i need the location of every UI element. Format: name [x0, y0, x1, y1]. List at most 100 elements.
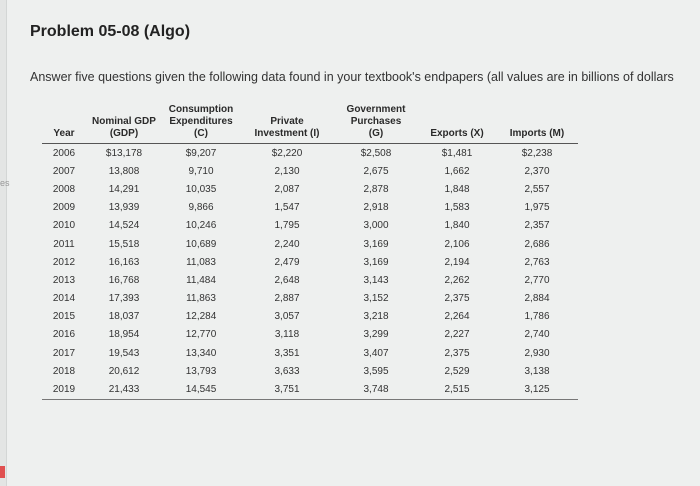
cell-year: 2012 — [52, 256, 76, 268]
cell-year: 2019 — [52, 384, 76, 396]
cell-government: $2,508 — [360, 147, 392, 159]
table-row: 2007 13,808 9,710 2,130 2,675 1,662 2,370 — [42, 162, 578, 180]
left-panel-edge — [0, 0, 7, 486]
cell-exports: 2,515 — [444, 384, 470, 396]
cell-exports: 2,375 — [444, 347, 470, 359]
cell-year: 2017 — [52, 347, 76, 359]
table-row: 2008 14,291 10,035 2,087 2,878 1,848 2,557 — [42, 180, 578, 198]
header-government: Government Purchases (G) — [346, 104, 406, 139]
cell-government: 3,299 — [363, 329, 389, 341]
cell-gdp: 17,393 — [108, 293, 140, 305]
cell-imports: 2,930 — [524, 347, 550, 359]
cell-gdp: 16,163 — [108, 256, 140, 268]
cell-year: 2009 — [52, 202, 76, 214]
cell-imports: 2,884 — [524, 293, 550, 305]
cell-exports: 2,227 — [444, 329, 470, 341]
cell-government: 2,675 — [363, 165, 389, 177]
cell-gdp: 13,939 — [108, 202, 140, 214]
problem-instructions: Answer five questions given the followin… — [30, 70, 674, 84]
cell-consumption: 12,284 — [185, 311, 217, 323]
cell-imports: 3,138 — [524, 365, 550, 377]
cell-investment: 3,057 — [274, 311, 300, 323]
cell-imports: 2,370 — [524, 165, 550, 177]
cell-investment: 2,648 — [274, 274, 300, 286]
cell-investment: 1,547 — [274, 202, 300, 214]
cell-exports: 2,194 — [444, 256, 470, 268]
cell-consumption: 10,035 — [185, 183, 217, 195]
cell-government: 2,878 — [363, 183, 389, 195]
cell-exports: 2,106 — [444, 238, 470, 250]
cell-imports: 2,357 — [524, 220, 550, 232]
cell-investment: 2,087 — [274, 183, 300, 195]
cell-government: 3,407 — [363, 347, 389, 359]
cell-exports: 2,264 — [444, 311, 470, 323]
cell-imports: 1,975 — [524, 202, 550, 214]
cell-exports: 1,583 — [444, 202, 470, 214]
left-edge-text: es — [0, 178, 10, 188]
cell-government: 3,152 — [363, 293, 389, 305]
cell-government: 3,595 — [363, 365, 389, 377]
cell-imports: 2,686 — [524, 238, 550, 250]
cell-government: 2,918 — [363, 202, 389, 214]
cell-investment: 2,479 — [274, 256, 300, 268]
cell-year: 2016 — [52, 329, 76, 341]
cell-investment: 3,351 — [274, 347, 300, 359]
cell-investment: 3,118 — [274, 329, 300, 341]
cell-imports: 1,786 — [524, 311, 550, 323]
cell-exports: 2,529 — [444, 365, 470, 377]
cell-government: 3,143 — [363, 274, 389, 286]
table-row: 2016 18,954 12,770 3,118 3,299 2,227 2,740 — [42, 326, 578, 344]
cell-imports: 2,740 — [524, 329, 550, 341]
cell-consumption: $9,207 — [185, 147, 217, 159]
header-exports: Exports (X) — [430, 128, 484, 139]
cell-exports: 1,662 — [444, 165, 470, 177]
cell-gdp: $13,178 — [105, 147, 143, 159]
table-row: 2010 14,524 10,246 1,795 3,000 1,840 2,357 — [42, 217, 578, 235]
cell-consumption: 9,866 — [188, 202, 214, 214]
cell-imports: 2,770 — [524, 274, 550, 286]
cell-consumption: 12,770 — [185, 329, 217, 341]
cell-investment: 2,130 — [274, 165, 300, 177]
cell-year: 2013 — [52, 274, 76, 286]
table-body: 2006 $13,178 $9,207 $2,220 $2,508 $1,481 $2,23… — [42, 144, 578, 400]
table-row: 2017 19,543 13,340 3,351 3,407 2,375 2,930 — [42, 344, 578, 362]
cell-investment: 1,795 — [274, 220, 300, 232]
cell-imports: $2,238 — [521, 147, 553, 159]
cell-investment: 3,633 — [274, 365, 300, 377]
cell-gdp: 15,518 — [108, 238, 140, 250]
cell-consumption: 11,863 — [186, 293, 216, 305]
cell-gdp: 18,954 — [108, 329, 140, 341]
header-gdp: Nominal GDP (GDP) — [92, 116, 156, 139]
cell-investment: $2,220 — [271, 147, 303, 159]
cell-year: 2006 — [52, 147, 76, 159]
header-consumption: Consumption Expenditures (C) — [168, 104, 234, 139]
cell-gdp: 21,433 — [108, 384, 140, 396]
cell-investment: 2,240 — [274, 238, 300, 250]
cell-government: 3,218 — [363, 311, 389, 323]
cell-gdp: 14,524 — [108, 220, 140, 232]
table-row: 2012 16,163 11,083 2,479 3,169 2,194 2,763 — [42, 253, 578, 271]
cell-consumption: 13,340 — [185, 347, 217, 359]
table-row: 2015 18,037 12,284 3,057 3,218 2,264 1,786 — [42, 308, 578, 326]
cell-year: 2014 — [52, 293, 76, 305]
cell-year: 2018 — [52, 365, 76, 377]
header-investment: Private Investment (I) — [254, 116, 320, 139]
cell-exports: 1,840 — [444, 220, 470, 232]
table-row: 2013 16,768 11,484 2,648 3,143 2,262 2,770 — [42, 271, 578, 289]
cell-consumption: 9,710 — [188, 165, 214, 177]
table-row: 2011 15,518 10,689 2,240 3,169 2,106 2,686 — [42, 235, 578, 253]
cell-year: 2011 — [53, 238, 75, 250]
cell-year: 2015 — [52, 311, 76, 323]
cell-government: 3,748 — [363, 384, 389, 396]
data-table: Year Nominal GDP (GDP) Consumption Expendi… — [42, 104, 578, 400]
cell-government: 3,169 — [363, 238, 389, 250]
cell-year: 2008 — [52, 183, 76, 195]
cell-exports: 2,262 — [444, 274, 470, 286]
cell-exports: 1,848 — [444, 183, 470, 195]
cell-investment: 2,887 — [274, 293, 300, 305]
header-imports: Imports (M) — [509, 128, 565, 139]
cell-exports: $1,481 — [441, 147, 473, 159]
cell-government: 3,000 — [363, 220, 389, 232]
cell-year: 2010 — [52, 220, 76, 232]
cell-exports: 2,375 — [444, 293, 470, 305]
